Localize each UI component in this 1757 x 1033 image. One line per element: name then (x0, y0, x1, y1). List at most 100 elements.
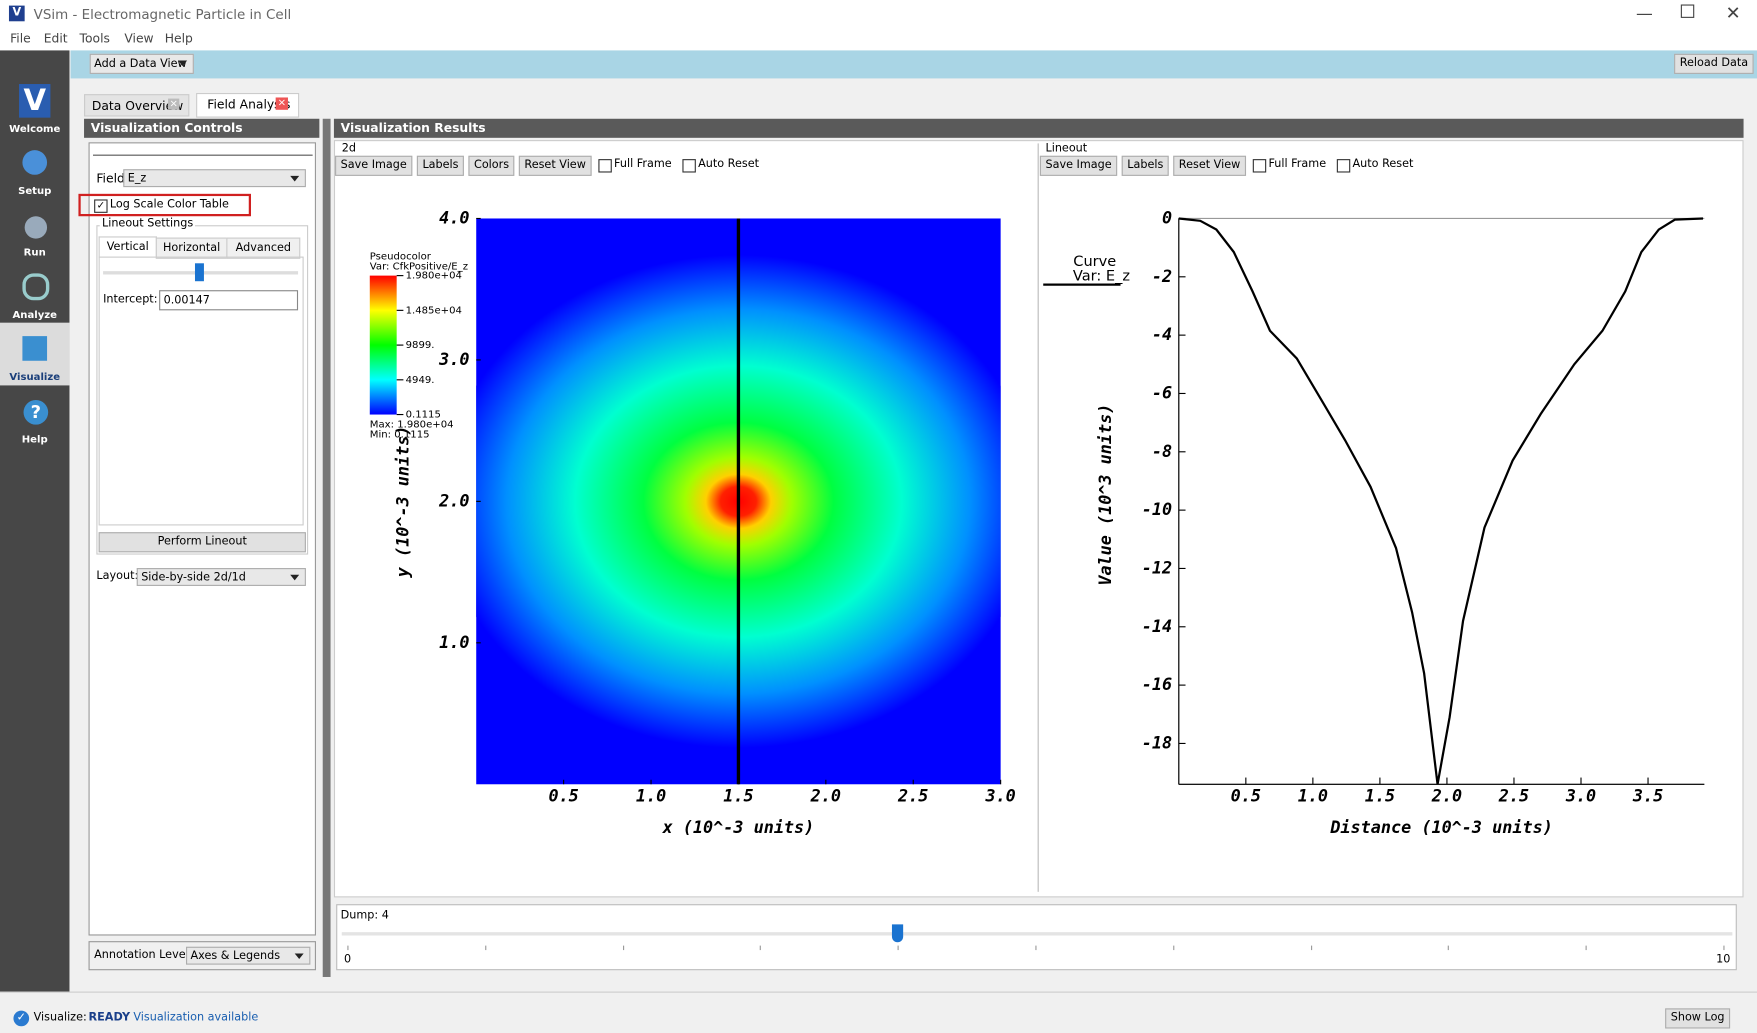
intercept-input[interactable]: 0.00147 (159, 290, 299, 311)
checkbox-label[interactable]: Auto Reset (1352, 157, 1414, 171)
panel-header: Visualization Results (333, 118, 1744, 138)
legend-title: Curve (1073, 253, 1116, 270)
x-tick-label: 1.0 (636, 786, 666, 806)
toolbar-button[interactable]: Labels (416, 155, 465, 176)
reload-button[interactable]: Reload Data (1674, 53, 1754, 74)
colorbar-tick-label: 1.485e+04 (406, 305, 462, 316)
sidebar-item[interactable]: Setup (18, 185, 52, 198)
splitter[interactable] (322, 118, 331, 977)
help-icon: ? (23, 399, 49, 425)
slider-handle[interactable] (194, 263, 204, 282)
panel-label: 2d (341, 142, 357, 155)
checkbox[interactable] (1252, 159, 1267, 173)
toolbar-button[interactable]: Reset View (518, 155, 592, 176)
y-axis-label: y (10^-3 units) (392, 426, 412, 579)
x-tick-label: 3.0 (984, 786, 1015, 806)
toolbar-button[interactable]: Labels (1121, 155, 1169, 176)
checkbox-checked[interactable]: ✓ (94, 199, 108, 213)
highlight-box (78, 193, 252, 217)
minimize[interactable]: — (1635, 3, 1653, 24)
x-tick-label: 2.5 (897, 786, 928, 806)
log-scale-label[interactable]: Log Scale Color Table (109, 198, 229, 211)
annotation-label: Annotation Level: (94, 948, 193, 962)
sidebar-item[interactable]: Analyze (12, 310, 58, 322)
x-tick-label: 2.5 (1498, 786, 1529, 806)
checkbox-label[interactable]: Auto Reset (698, 157, 759, 171)
group-title: Lineout Settings (99, 217, 196, 230)
menu-item[interactable]: View (124, 31, 154, 46)
checkbox[interactable] (598, 159, 612, 173)
legend-min: Min: 0.1115 (370, 430, 430, 441)
sidebar-item[interactable]: Visualize (9, 371, 61, 384)
toolbar-button[interactable]: Colors (468, 155, 515, 176)
toolbar-button[interactable]: Save Image (1039, 155, 1118, 176)
checkbox[interactable] (682, 159, 696, 173)
layout-combo[interactable]: Side-by-side 2d/1d (136, 568, 306, 586)
show-log-button[interactable]: Show Log (1665, 1008, 1731, 1029)
x-axis-label: x (10^-3 units) (662, 817, 815, 837)
tab[interactable]: Data Overview (84, 94, 190, 117)
panel-header: Visualization Controls (84, 118, 320, 138)
menu-bar (0, 28, 1757, 51)
slider-tick (484, 945, 487, 951)
checkbox[interactable] (1336, 159, 1351, 173)
maximize[interactable] (1680, 4, 1695, 18)
dump-max-label: 10 (1716, 953, 1731, 966)
status-state: READY (88, 1011, 131, 1025)
dump-handle[interactable] (892, 924, 904, 943)
tab-close[interactable]: × (275, 97, 288, 110)
y-tick-label: 1.0 (439, 632, 469, 652)
subtab-body (98, 256, 304, 526)
toolbar-button[interactable]: Save Image (335, 155, 413, 176)
sidebar-item[interactable]: Run (23, 247, 46, 259)
title-bar (0, 0, 1757, 29)
subtab[interactable]: Advanced (226, 237, 301, 259)
menu-item[interactable]: Tools (79, 31, 110, 46)
slider-tick (622, 945, 624, 951)
slider-tick (1035, 945, 1037, 951)
x-tick-label: 3.5 (1632, 786, 1663, 806)
y-tick-label: -18 (1142, 732, 1172, 752)
y-tick-label: -10 (1142, 499, 1172, 519)
x-tick-label: 0.5 (1231, 786, 1261, 806)
dump-slider[interactable] (341, 932, 1733, 936)
y-tick-label: -14 (1142, 616, 1172, 636)
close[interactable]: ✕ (1725, 2, 1741, 24)
sidebar-item[interactable]: Help (21, 434, 48, 446)
colorbar-tick-label: 0.1115 (406, 410, 441, 421)
run-icon (24, 216, 48, 239)
add-view-combo[interactable]: Add a Data View (89, 53, 194, 74)
colorbar-tick-label: 9899. (406, 340, 435, 351)
checkbox-label[interactable]: Full Frame (614, 157, 672, 171)
y-tick-label: -6 (1152, 382, 1172, 402)
slider-tick (1723, 945, 1725, 951)
menu-item[interactable]: Help (164, 31, 193, 46)
legend-title: Pseudocolor (370, 252, 432, 263)
checkbox-label[interactable]: Full Frame (1268, 157, 1327, 171)
y-axis-label: Value (10^3 units) (1095, 404, 1115, 586)
sidebar-item[interactable]: Welcome (9, 124, 61, 136)
menu-item[interactable]: Edit (43, 31, 68, 46)
status-message: Visualization available (133, 1011, 259, 1025)
separator (93, 154, 313, 156)
tab-close[interactable]: × (168, 98, 180, 110)
annotation-box (88, 941, 316, 971)
slider-tick (1448, 945, 1450, 951)
colorbar-tick-label: 1.980e+04 (406, 271, 462, 282)
slider-tick (1172, 945, 1175, 951)
field-combo[interactable]: E_z (123, 169, 306, 188)
y-tick-label: -16 (1142, 674, 1172, 694)
x-tick-label: 2.0 (1431, 786, 1462, 806)
toolbar-button[interactable]: Reset View (1173, 155, 1246, 176)
subtab-active[interactable]: Vertical (98, 236, 157, 258)
perform-lineout-button[interactable]: Perform Lineout (98, 532, 306, 553)
x-tick-label: 2.0 (810, 786, 841, 806)
menu-item[interactable]: File (10, 31, 31, 46)
status-icon: ✓ (13, 1010, 30, 1027)
y-tick-label: 4.0 (439, 207, 469, 227)
annotation-combo[interactable]: Axes & Legends (186, 946, 311, 965)
y-tick-label: -8 (1152, 441, 1172, 461)
sidebar (0, 50, 70, 992)
